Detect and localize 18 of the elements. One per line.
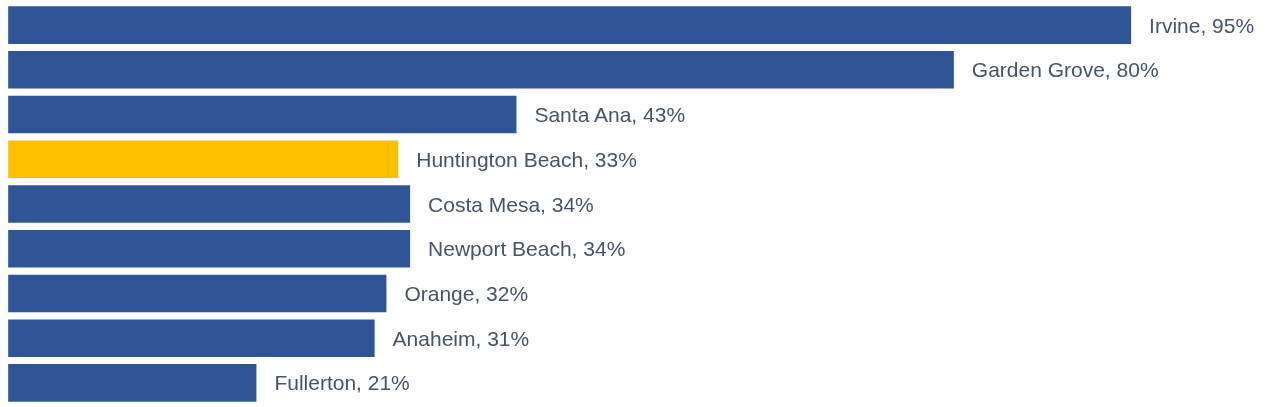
data-label: Santa Ana, 43% (534, 103, 686, 127)
data-label: Garden Grove, 80% (971, 58, 1159, 82)
data-label: Costa Mesa, 34% (428, 192, 594, 216)
data-label: Irvine, 95% (1149, 13, 1255, 37)
data-label: Orange, 32% (404, 281, 529, 305)
data-label: Anaheim, 31% (392, 326, 530, 350)
data-label: Fullerton, 21% (274, 371, 410, 395)
bar (8, 364, 257, 402)
data-label: Newport Beach, 34% (428, 237, 626, 261)
bar (8, 95, 517, 134)
bar (8, 140, 399, 179)
bar (8, 185, 411, 223)
bar (8, 319, 375, 357)
bar (8, 229, 411, 268)
bar (8, 51, 954, 89)
data-label: Huntington Beach, 33% (416, 147, 637, 171)
bar (8, 274, 387, 313)
bar (8, 6, 1132, 44)
